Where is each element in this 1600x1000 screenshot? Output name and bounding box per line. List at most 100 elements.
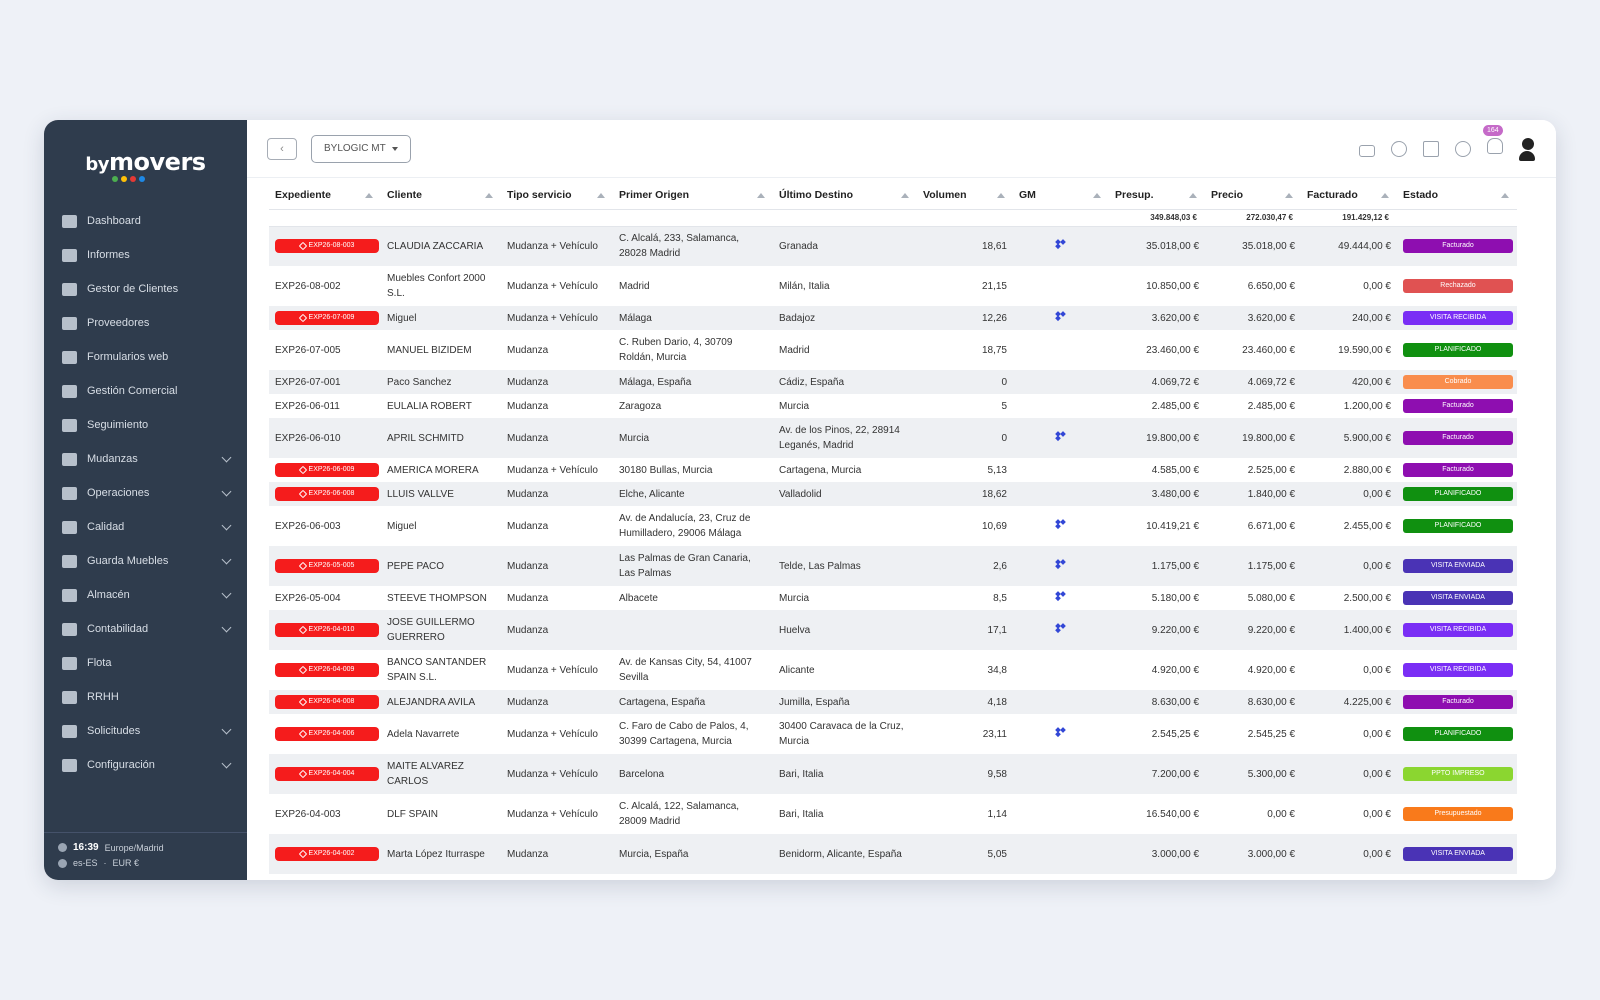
moon-icon[interactable] <box>1391 140 1407 157</box>
status-badge[interactable]: PPTO IMPRESO <box>1403 767 1513 781</box>
table-row[interactable]: EXP26-06-003 Miguel Mudanza Av. de Andal… <box>269 506 1517 546</box>
cell-cliente[interactable]: ALEJANDRA AVILA <box>381 690 501 714</box>
column-header[interactable]: Estado <box>1397 182 1517 210</box>
chevron-down-icon[interactable] <box>221 486 232 496</box>
sidebar-item-formularios-web[interactable]: Formularios web <box>44 340 247 374</box>
calendar-icon[interactable] <box>1423 140 1439 157</box>
expediente-pill[interactable]: EXP26-04-002 <box>275 846 379 861</box>
collapse-sidebar-button[interactable]: ‹ <box>267 137 297 160</box>
status-badge[interactable]: VISITA RECIBIDA <box>1403 311 1513 325</box>
expediente-pill[interactable]: EXP26-07-009 <box>275 310 379 325</box>
column-header[interactable]: Primer Origen <box>613 182 773 210</box>
sidebar-item-operaciones[interactable]: Operaciones <box>44 476 247 510</box>
expediente-code[interactable]: EXP26-04-003 <box>275 808 341 820</box>
sort-icon[interactable] <box>365 193 373 198</box>
sort-icon[interactable] <box>1381 193 1389 198</box>
cell-cliente[interactable]: DLF SPAIN <box>381 794 501 834</box>
sidebar-item-proveedores[interactable]: Proveedores <box>44 306 247 340</box>
column-header[interactable]: Presup. <box>1109 182 1205 210</box>
table-row[interactable]: EXP26-06-010 APRIL SCHMITD Mudanza Murci… <box>269 418 1517 458</box>
expediente-code[interactable]: EXP26-07-001 <box>275 376 341 388</box>
cell-cliente[interactable]: STEEVE THOMPSON <box>381 586 501 610</box>
cell-cliente[interactable]: Marta López Iturraspe <box>381 834 501 874</box>
table-row[interactable]: EXP26-05-005 PEPE PACO Mudanza Las Palma… <box>269 546 1517 586</box>
sidebar-item-rrhh[interactable]: RRHH <box>44 680 247 714</box>
sidebar-item-mudanzas[interactable]: Mudanzas <box>44 442 247 476</box>
sidebar-item-solicitudes[interactable]: Solicitudes <box>44 714 247 748</box>
notifications-button[interactable]: 164 <box>1483 125 1503 159</box>
sort-icon[interactable] <box>757 193 765 198</box>
column-header[interactable]: Último Destino <box>773 182 917 210</box>
footer-currency[interactable]: EUR € <box>112 858 140 868</box>
status-badge[interactable]: VISITA ENVIADA <box>1403 847 1513 861</box>
cell-cliente[interactable]: LLUIS VALLVE <box>381 482 501 506</box>
sidebar-item-dashboard[interactable]: Dashboard <box>44 204 247 238</box>
sort-icon[interactable] <box>901 193 909 198</box>
chevron-down-icon[interactable] <box>221 452 232 462</box>
company-selector[interactable]: BYLOGIC MT <box>311 134 411 163</box>
cell-cliente[interactable]: CLAUDIA ZACCARIA <box>381 226 501 266</box>
brand-logo[interactable]: bymovers <box>44 120 247 204</box>
dropbox-icon[interactable] <box>1056 624 1066 633</box>
status-badge[interactable]: Cobrado <box>1403 375 1513 389</box>
sidebar-item-guarda-muebles[interactable]: Guarda Muebles <box>44 544 247 578</box>
status-badge[interactable]: PLANIFICADO <box>1403 343 1513 357</box>
expediente-pill[interactable]: EXP26-05-005 <box>275 558 379 573</box>
sort-icon[interactable] <box>1189 193 1197 198</box>
sidebar-item-gestor-de-clientes[interactable]: Gestor de Clientes <box>44 272 247 306</box>
sidebar-item-almacén[interactable]: Almacén <box>44 578 247 612</box>
table-row[interactable]: EXP26-05-004 STEEVE THOMPSON Mudanza Alb… <box>269 586 1517 610</box>
dropbox-icon[interactable] <box>1056 560 1066 569</box>
cell-cliente[interactable]: Miguel <box>381 306 501 330</box>
cell-cliente[interactable]: PEPE PACO <box>381 546 501 586</box>
sort-icon[interactable] <box>485 193 493 198</box>
sidebar-item-gestión-comercial[interactable]: Gestión Comercial <box>44 374 247 408</box>
table-row[interactable]: EXP26-04-002 Marta López Iturraspe Mudan… <box>269 834 1517 874</box>
sidebar-item-contabilidad[interactable]: Contabilidad <box>44 612 247 646</box>
dropbox-icon[interactable] <box>1056 520 1066 529</box>
chevron-down-icon[interactable] <box>221 724 232 734</box>
dropbox-icon[interactable] <box>1056 592 1066 601</box>
status-badge[interactable]: VISITA ENVIADA <box>1403 559 1513 573</box>
table-row[interactable]: EXP26-04-010 JOSE GUILLERMO GUERRERO Mud… <box>269 610 1517 650</box>
expediente-code[interactable]: EXP26-08-002 <box>275 280 341 292</box>
expediente-code[interactable]: EXP26-06-003 <box>275 520 341 532</box>
cell-cliente[interactable]: AMERICA MORERA <box>381 458 501 482</box>
expediente-code[interactable]: EXP26-06-010 <box>275 432 341 444</box>
status-badge[interactable]: Facturado <box>1403 431 1513 445</box>
chevron-down-icon[interactable] <box>221 622 232 632</box>
table-row[interactable]: EXP26-08-003 CLAUDIA ZACCARIA Mudanza + … <box>269 226 1517 266</box>
status-badge[interactable]: VISITA ENVIADA <box>1403 591 1513 605</box>
column-header[interactable]: Tipo servicio <box>501 182 613 210</box>
table-row[interactable]: EXP26-07-005 MANUEL BIZIDEM Mudanza C. R… <box>269 330 1517 370</box>
cell-cliente[interactable]: MANUEL BIZIDEM <box>381 330 501 370</box>
expediente-pill[interactable]: EXP26-04-008 <box>275 694 379 709</box>
table-row[interactable]: EXP26-06-009 AMERICA MORERA Mudanza + Ve… <box>269 458 1517 482</box>
cell-cliente[interactable]: Adela Navarrete <box>381 714 501 754</box>
status-badge[interactable]: PLANIFICADO <box>1403 727 1513 741</box>
expediente-pill[interactable]: EXP26-06-008 <box>275 486 379 501</box>
user-avatar[interactable] <box>1519 137 1536 161</box>
table-row[interactable]: EXP26-07-009 Miguel Mudanza + Vehículo M… <box>269 306 1517 330</box>
cell-cliente[interactable]: Miguel <box>381 506 501 546</box>
table-row[interactable]: EXP26-04-008 ALEJANDRA AVILA Mudanza Car… <box>269 690 1517 714</box>
status-badge[interactable]: Facturado <box>1403 399 1513 413</box>
table-row[interactable]: EXP26-04-006 Adela Navarrete Mudanza + V… <box>269 714 1517 754</box>
sidebar-item-configuración[interactable]: Configuración <box>44 748 247 782</box>
status-badge[interactable]: Facturado <box>1403 695 1513 709</box>
sort-icon[interactable] <box>997 193 1005 198</box>
sidebar-item-seguimiento[interactable]: Seguimiento <box>44 408 247 442</box>
expediente-pill[interactable]: EXP26-04-004 <box>275 766 379 781</box>
chevron-down-icon[interactable] <box>221 758 232 768</box>
expediente-pill[interactable]: EXP26-08-003 <box>275 238 379 253</box>
expediente-code[interactable]: EXP26-07-005 <box>275 344 341 356</box>
cell-cliente[interactable]: Muebles Confort 2000 S.L. <box>381 266 501 306</box>
status-badge[interactable]: Presupuestado <box>1403 807 1513 821</box>
status-badge[interactable]: VISITA RECIBIDA <box>1403 623 1513 637</box>
dropbox-icon[interactable] <box>1056 312 1066 321</box>
sidebar-item-informes[interactable]: Informes <box>44 238 247 272</box>
column-header[interactable]: Expediente <box>269 182 381 210</box>
column-header[interactable]: Precio <box>1205 182 1301 210</box>
table-row[interactable]: EXP26-06-008 LLUIS VALLVE Mudanza Elche,… <box>269 482 1517 506</box>
table-row[interactable]: EXP26-06-011 EULALIA ROBERT Mudanza Zara… <box>269 394 1517 418</box>
